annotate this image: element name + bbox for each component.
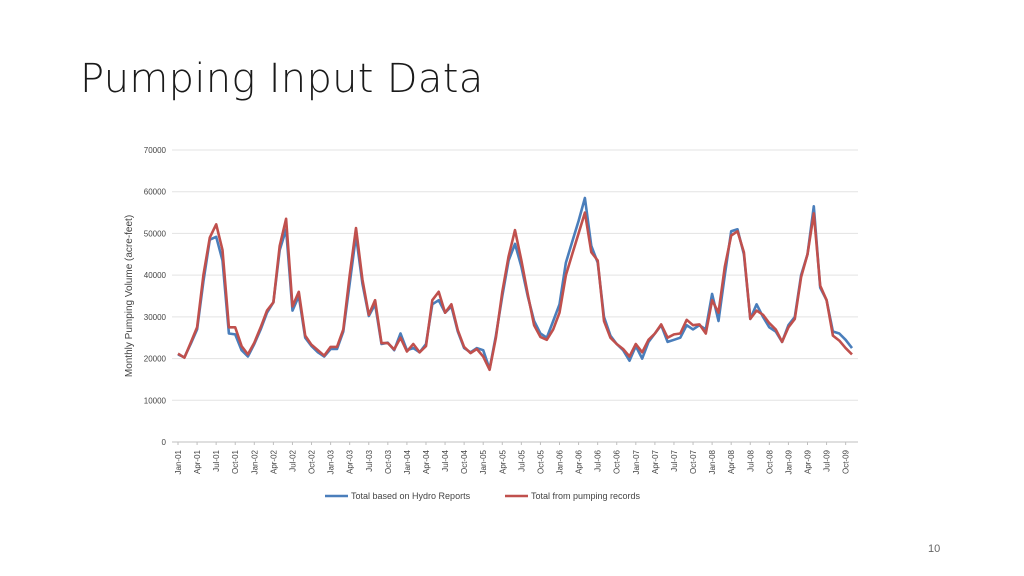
x-tick-label: Jan-07	[632, 449, 641, 474]
x-tick-label: Jul-07	[670, 449, 679, 471]
x-tick-label: Apr-01	[193, 449, 202, 474]
y-tick-label: 60000	[144, 188, 167, 197]
x-tick-label: Oct-02	[308, 449, 317, 474]
slide-title: Pumping Input Data	[80, 56, 484, 102]
y-tick-label: 50000	[144, 229, 167, 238]
x-tick-label: Oct-07	[689, 449, 698, 474]
x-tick-label: Jan-01	[174, 449, 183, 474]
x-tick-label: Jan-06	[556, 449, 565, 474]
x-tick-label: Jul-02	[288, 449, 297, 471]
x-tick-label: Jul-06	[594, 449, 603, 471]
x-tick-label: Jul-03	[365, 449, 374, 471]
y-tick-label: 0	[162, 438, 167, 447]
x-tick-label: Oct-08	[765, 449, 774, 474]
series-lines	[177, 196, 854, 372]
series-line-pumping-records	[177, 211, 853, 372]
x-axis-ticks: Jan-01 Apr-01 Jul-01 Oct-01 Jan-02 Apr-02 Jul-…	[174, 442, 851, 474]
x-tick-label: Apr-06	[575, 449, 584, 474]
x-tick-label: Jan-03	[327, 449, 336, 474]
legend-label-hydro: Total based on Hydro Reports	[351, 491, 471, 501]
x-tick-label: Jul-05	[517, 449, 526, 471]
x-tick-label: Apr-03	[346, 449, 355, 474]
x-tick-label: Oct-09	[842, 449, 851, 474]
legend: Total based on Hydro Reports Total from …	[325, 491, 641, 501]
y-axis-ticks: 0 10000 20000 30000 40000 50000 60000 70000	[144, 146, 167, 447]
y-axis-label: Monthly Pumping Volume (acre-feet)	[124, 215, 135, 377]
x-tick-label: Oct-01	[231, 449, 240, 474]
page-number: 10	[928, 543, 941, 555]
y-tick-label: 20000	[144, 355, 167, 364]
x-tick-label: Jan-09	[784, 449, 793, 474]
legend-label-pumping: Total from pumping records	[531, 491, 641, 501]
x-tick-label: Oct-04	[460, 449, 469, 474]
x-tick-label: Oct-05	[536, 449, 545, 474]
x-tick-label: Jul-08	[746, 449, 755, 471]
y-tick-label: 70000	[144, 146, 167, 155]
x-tick-label: Jul-01	[212, 449, 221, 471]
x-tick-label: Jan-04	[403, 449, 412, 474]
x-tick-label: Oct-03	[384, 449, 393, 474]
x-tick-label: Apr-05	[498, 449, 507, 474]
x-tick-label: Apr-09	[803, 449, 812, 474]
y-tick-label: 40000	[144, 271, 167, 280]
y-tick-label: 10000	[144, 396, 167, 405]
x-tick-label: Apr-02	[269, 449, 278, 474]
x-tick-label: Oct-06	[613, 449, 622, 474]
x-tick-label: Jul-04	[441, 449, 450, 471]
series-line-hydro-reports	[177, 196, 854, 371]
x-tick-label: Apr-04	[422, 449, 431, 474]
x-tick-label: Apr-08	[727, 449, 736, 474]
x-tick-label: Jul-09	[823, 449, 832, 471]
x-tick-label: Jan-08	[708, 449, 717, 474]
x-tick-label: Jan-05	[479, 449, 488, 474]
y-tick-label: 30000	[144, 313, 167, 322]
x-tick-label: Apr-07	[651, 449, 660, 474]
x-tick-label: Jan-02	[250, 449, 259, 474]
